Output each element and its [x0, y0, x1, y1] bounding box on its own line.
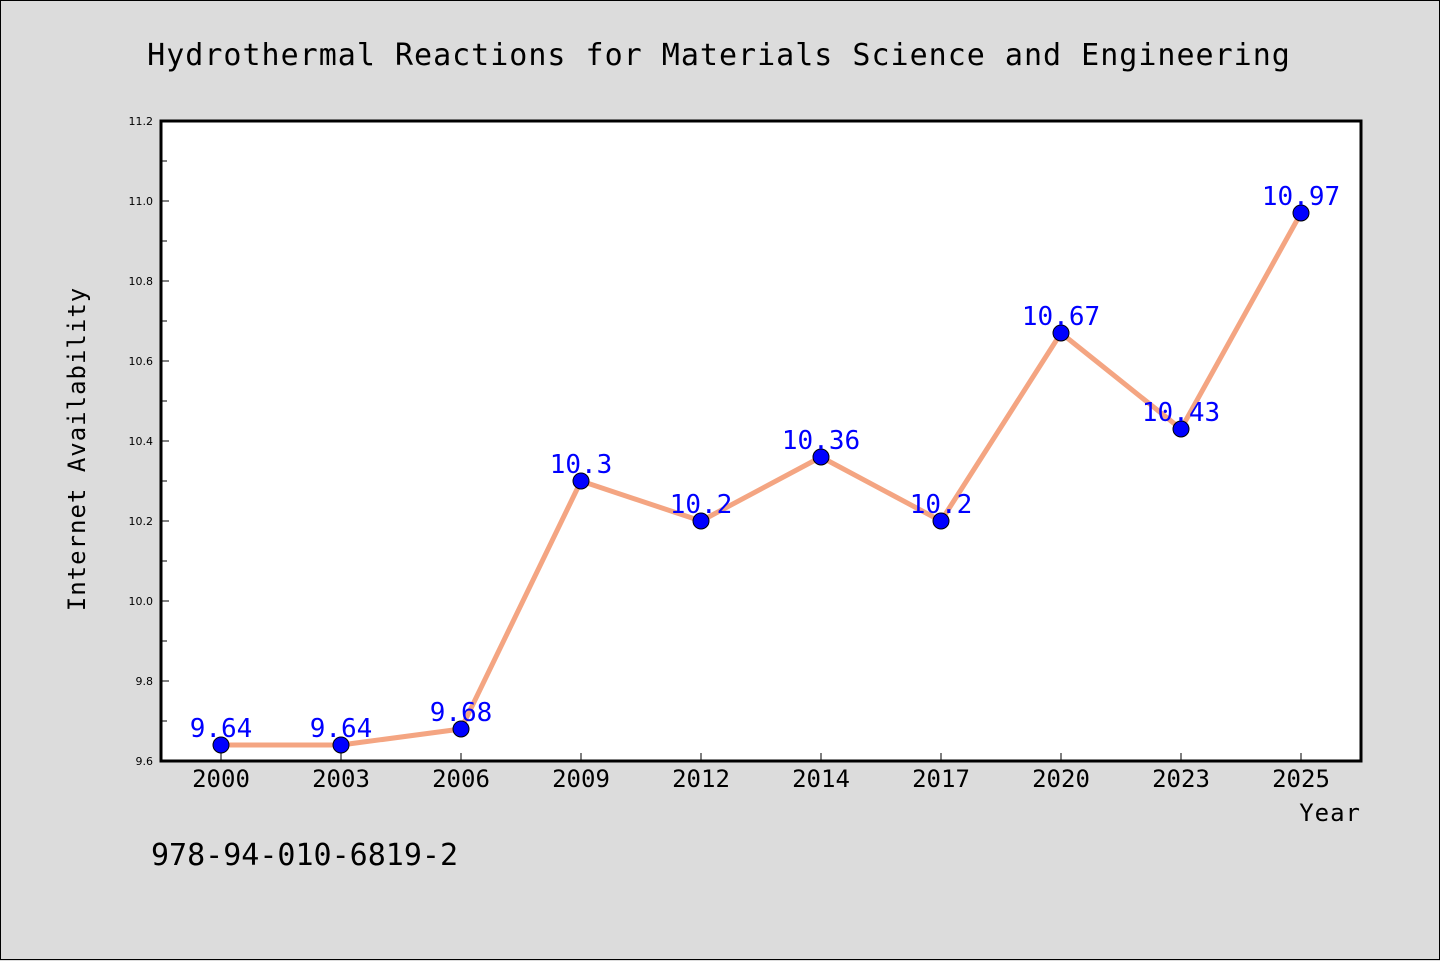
- y-tick-label: 10.8: [129, 275, 154, 288]
- y-tick-label: 10.4: [129, 435, 154, 448]
- data-label: 9.64: [190, 714, 253, 744]
- x-tick-label: 2017: [912, 765, 970, 793]
- data-point: [812, 448, 830, 466]
- y-tick-label: 9.8: [136, 675, 154, 688]
- data-label: 10.43: [1142, 398, 1220, 428]
- data-point: [692, 512, 710, 530]
- x-tick-label: 2014: [792, 765, 850, 793]
- data-point: [452, 720, 470, 738]
- x-tick-label: 2009: [552, 765, 610, 793]
- data-label: 9.68: [430, 698, 493, 728]
- data-label: 10.97: [1262, 182, 1340, 212]
- x-tick-label: 2020: [1032, 765, 1090, 793]
- y-tick-label: 9.6: [136, 755, 154, 768]
- data-label: 9.64: [310, 714, 373, 744]
- y-tick-label: 10.2: [129, 515, 154, 528]
- series-layer: 9.64 9.64 9.68 10.3 10.2 10.36 10.2 10.67 10.43 1…: [190, 182, 1340, 754]
- x-axis-label: Year: [1299, 799, 1361, 827]
- x-tick-label: 2025: [1272, 765, 1330, 793]
- data-point: [1052, 324, 1070, 342]
- chart-title: Hydrothermal Reactions for Materials Sci…: [147, 38, 1291, 73]
- data-point: [332, 736, 350, 754]
- x-tick-label: 2012: [672, 765, 730, 793]
- plot-area: [159, 119, 1363, 763]
- x-tick-label: 2000: [192, 765, 250, 793]
- y-axis: 9.6 9.8 10.0 10.2 10.4 10.6 10.8 11.0 11.2: [129, 115, 169, 768]
- y-tick-label: 10.0: [129, 595, 154, 608]
- data-label: 10.36: [782, 426, 860, 456]
- x-tick-label: 2003: [312, 765, 370, 793]
- data-label: 10.2: [670, 490, 733, 520]
- y-tick-label: 11.2: [129, 115, 154, 128]
- x-tick-label: 2006: [432, 765, 490, 793]
- y-tick-label: 11.0: [129, 195, 154, 208]
- y-tick-label: 10.6: [129, 355, 154, 368]
- data-point: [1172, 420, 1190, 438]
- x-tick-label: 2023: [1152, 765, 1210, 793]
- data-label: 10.2: [910, 490, 973, 520]
- data-point: [572, 472, 590, 490]
- x-axis: 2000 2003 2006 2009 2012 2014 2017 2020 2023 2025: [192, 753, 1330, 793]
- data-point: [1292, 204, 1310, 222]
- data-label: 10.67: [1022, 302, 1100, 332]
- footer-code: 978-94-010-6819-2: [151, 838, 458, 873]
- data-point: [212, 736, 230, 754]
- data-point: [932, 512, 950, 530]
- series-line: [218, 210, 1304, 748]
- y-axis-label: Internet Availability: [63, 287, 91, 611]
- data-label: 10.3: [550, 450, 613, 480]
